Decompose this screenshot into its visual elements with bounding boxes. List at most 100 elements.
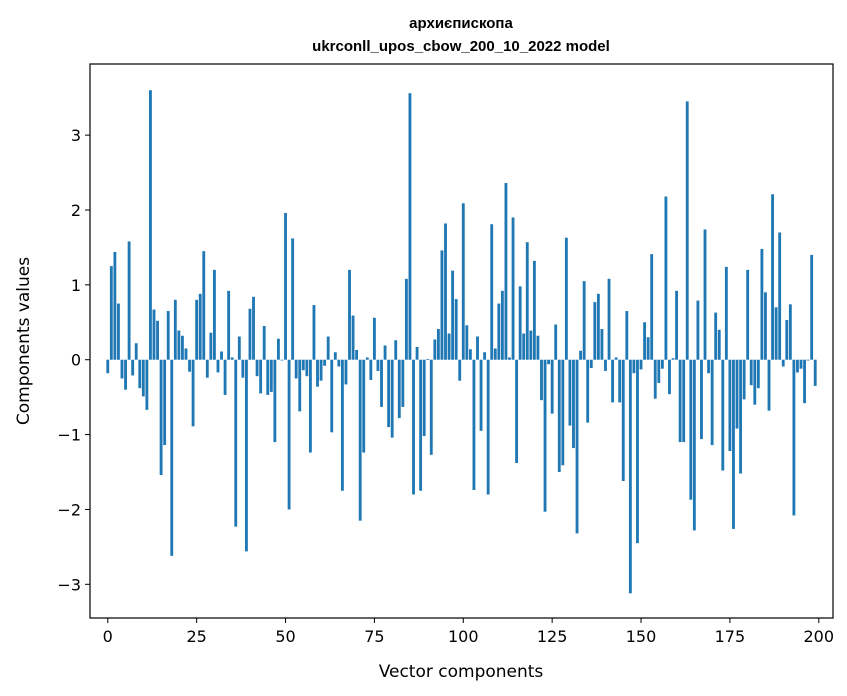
bar xyxy=(266,359,270,395)
bar xyxy=(756,359,760,389)
bar xyxy=(774,307,778,360)
bar xyxy=(298,359,302,412)
bar xyxy=(365,357,369,360)
bar xyxy=(547,359,551,365)
y-tick-label: 2 xyxy=(71,201,81,220)
bar xyxy=(739,359,742,474)
y-tick-label: 1 xyxy=(71,276,81,295)
bar xyxy=(241,359,245,378)
y-tick-label: −3 xyxy=(57,575,81,594)
bar xyxy=(810,254,814,360)
bar xyxy=(696,300,700,360)
bar-series xyxy=(106,90,817,594)
bar xyxy=(134,343,138,360)
bar xyxy=(500,290,504,360)
bar xyxy=(348,269,351,360)
bar xyxy=(660,359,664,369)
bar xyxy=(202,251,206,360)
bar xyxy=(454,299,458,360)
x-tick-label: 125 xyxy=(537,627,568,646)
bar xyxy=(181,335,184,360)
bar xyxy=(433,339,437,360)
bar xyxy=(259,359,263,394)
bar xyxy=(529,330,533,360)
bar xyxy=(397,359,401,419)
bar xyxy=(568,359,572,426)
bar xyxy=(753,359,757,405)
bar xyxy=(717,329,721,360)
bar xyxy=(468,349,472,360)
bar xyxy=(451,270,455,360)
bar xyxy=(383,345,387,360)
bar xyxy=(689,359,693,500)
y-tick-label: −1 xyxy=(57,426,81,445)
bar xyxy=(344,359,348,385)
bar xyxy=(408,93,412,360)
bar xyxy=(778,232,782,360)
bar xyxy=(803,359,806,404)
bar xyxy=(593,302,597,360)
bar xyxy=(312,305,316,360)
bar xyxy=(788,304,792,360)
bar xyxy=(692,359,696,531)
bar xyxy=(785,320,789,360)
bar xyxy=(248,308,252,360)
bar xyxy=(564,237,568,360)
bar xyxy=(422,359,426,437)
bar xyxy=(636,359,639,544)
bar xyxy=(319,359,323,381)
bar xyxy=(714,312,718,360)
bar xyxy=(728,359,732,452)
bar xyxy=(721,359,725,471)
bar xyxy=(479,359,483,431)
bar xyxy=(792,359,796,516)
bar xyxy=(771,194,774,360)
bar xyxy=(369,359,373,380)
y-tick-label: 0 xyxy=(71,351,81,370)
bar xyxy=(284,212,287,360)
bar xyxy=(639,359,643,370)
bar xyxy=(618,359,622,403)
bar xyxy=(724,266,728,360)
bar xyxy=(458,359,462,381)
bar xyxy=(163,359,167,446)
bar xyxy=(440,250,444,360)
bar xyxy=(401,359,405,407)
bar xyxy=(493,348,497,360)
bar xyxy=(245,359,248,552)
bar xyxy=(742,359,746,400)
bar xyxy=(678,359,682,443)
bar xyxy=(536,335,540,360)
bar xyxy=(781,359,785,367)
bar xyxy=(209,332,213,360)
bar xyxy=(575,359,579,534)
bar xyxy=(515,359,519,464)
bar xyxy=(316,359,319,387)
bar xyxy=(234,359,238,527)
bar xyxy=(291,238,295,360)
bar xyxy=(465,325,469,360)
bar xyxy=(589,359,593,368)
bar xyxy=(262,326,266,360)
y-axis-ticks: −3 −2 −1 0 1 2 3 xyxy=(57,126,90,594)
bar xyxy=(109,266,113,360)
x-tick-label: 75 xyxy=(364,627,384,646)
bar xyxy=(540,359,543,401)
bar xyxy=(586,359,590,423)
bar xyxy=(582,281,586,360)
bar xyxy=(117,303,120,360)
x-tick-label: 50 xyxy=(275,627,295,646)
bar xyxy=(522,333,526,360)
bar xyxy=(483,352,487,360)
bar xyxy=(205,359,209,378)
bar xyxy=(141,359,145,397)
bar xyxy=(472,359,476,490)
bar xyxy=(444,223,447,360)
bar xyxy=(700,359,703,440)
bar xyxy=(668,359,671,395)
bar xyxy=(106,359,110,374)
bar xyxy=(195,299,199,360)
bar xyxy=(390,359,394,438)
x-tick-label: 25 xyxy=(186,627,206,646)
